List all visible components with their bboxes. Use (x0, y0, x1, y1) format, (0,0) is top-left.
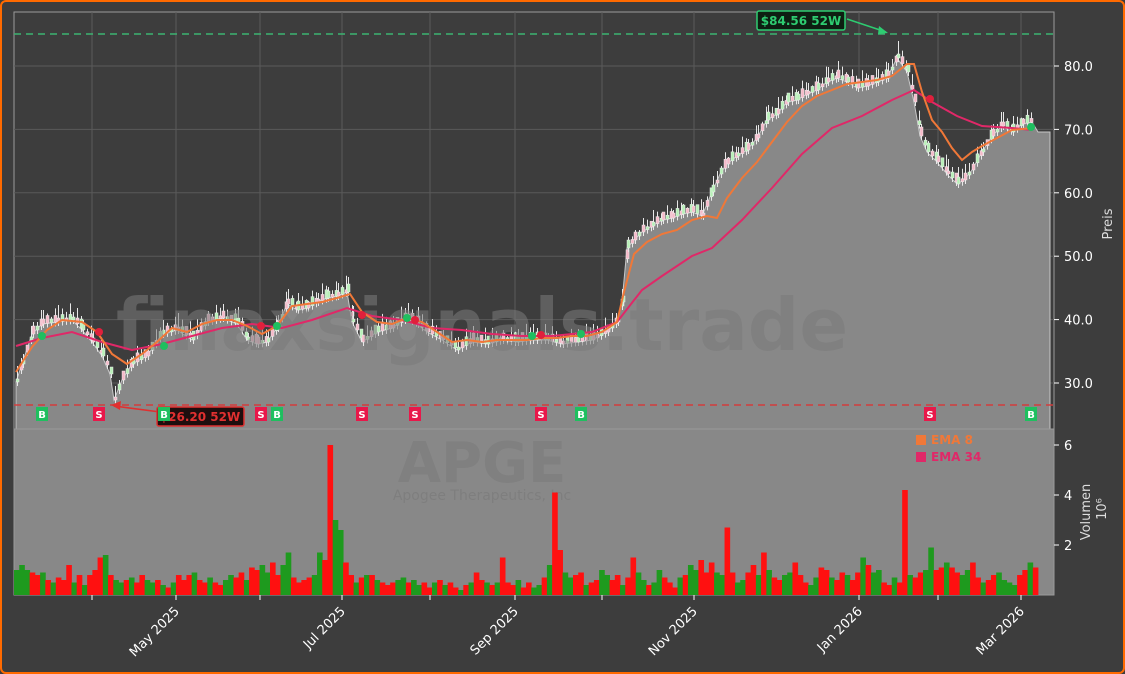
date-tick-label: Mar 2026 (974, 604, 1028, 658)
price-axis-title: Preis (1101, 208, 1116, 239)
signal-marker-sell: S (409, 407, 421, 421)
svg-text:B: B (273, 410, 281, 421)
volume-bars (14, 445, 1039, 595)
date-axis: May 2025 Jul 2025 Sep 2025 Nov 2025 Jan 2026… (91, 595, 1028, 660)
crossover-dots (38, 95, 1035, 350)
watermark: finaxsignals.trade (116, 283, 848, 367)
legend-swatch-ema34 (916, 452, 926, 462)
date-tick-label: Sep 2025 (468, 604, 522, 658)
ema34-line (15, 88, 1033, 352)
signal-marker-buy: B (271, 407, 283, 421)
svg-text:B: B (1027, 410, 1035, 421)
svg-text:S: S (411, 410, 418, 421)
svg-text:S: S (358, 410, 365, 421)
svg-text:80.0: 80.0 (1064, 60, 1093, 75)
ticker-watermark: APGE (398, 431, 567, 496)
signal-marker-buy: B (158, 407, 170, 421)
ema8-line (15, 63, 1033, 373)
svg-text:60.0: 60.0 (1064, 187, 1093, 202)
low-52w-annotation: $26.20 52W (111, 401, 245, 427)
svg-text:6: 6 (1064, 439, 1072, 454)
volume-axis-title: Volumen (1079, 484, 1094, 541)
signal-marker-sell: S (356, 407, 368, 421)
svg-text:30.0: 30.0 (1064, 377, 1093, 392)
svg-text:40.0: 40.0 (1064, 314, 1093, 329)
date-tick-label: Jan 2026 (814, 604, 866, 656)
signal-marker-buy: B (575, 407, 587, 421)
svg-text:B: B (160, 410, 168, 421)
signal-marker-sell: S (93, 407, 105, 421)
legend-swatch-ema8 (916, 435, 926, 445)
legend-label-ema34: EMA 34 (931, 450, 981, 464)
svg-text:S: S (537, 410, 544, 421)
signal-marker-sell: S (255, 407, 267, 421)
company-watermark: Apogee Therapeutics, Inc (393, 488, 571, 504)
svg-text:70.0: 70.0 (1064, 123, 1093, 138)
svg-text:2: 2 (1064, 539, 1072, 554)
svg-text:B: B (577, 410, 585, 421)
svg-text:50.0: 50.0 (1064, 250, 1093, 265)
svg-text:S: S (95, 410, 102, 421)
date-tick-label: May 2025 (127, 604, 183, 660)
date-tick-label: Jul 2025 (300, 604, 349, 653)
svg-text:B: B (38, 410, 46, 421)
high-52w-annotation: $84.56 52W (756, 10, 888, 34)
svg-text:S: S (257, 410, 264, 421)
svg-text:4: 4 (1064, 489, 1072, 504)
signal-marker-sell: S (924, 407, 936, 421)
volume-scale-label: 10⁶ (1095, 498, 1110, 520)
date-tick-label: Nov 2025 (646, 604, 701, 659)
legend-label-ema8: EMA 8 (931, 433, 973, 447)
volume-axis: 2 4 6 (1054, 439, 1072, 554)
high-52w-label: $84.56 52W (761, 14, 841, 28)
signal-marker-buy: B (36, 407, 48, 421)
signal-marker-buy: B (1025, 407, 1037, 421)
legend: EMA 8 EMA 34 (916, 433, 981, 464)
low-52w-label: $26.20 52W (160, 410, 240, 424)
svg-text:S: S (926, 410, 933, 421)
signal-marker-sell: S (535, 407, 547, 421)
price-axis: 30.0 40.0 50.0 60.0 70.0 80.0 (1054, 60, 1093, 392)
